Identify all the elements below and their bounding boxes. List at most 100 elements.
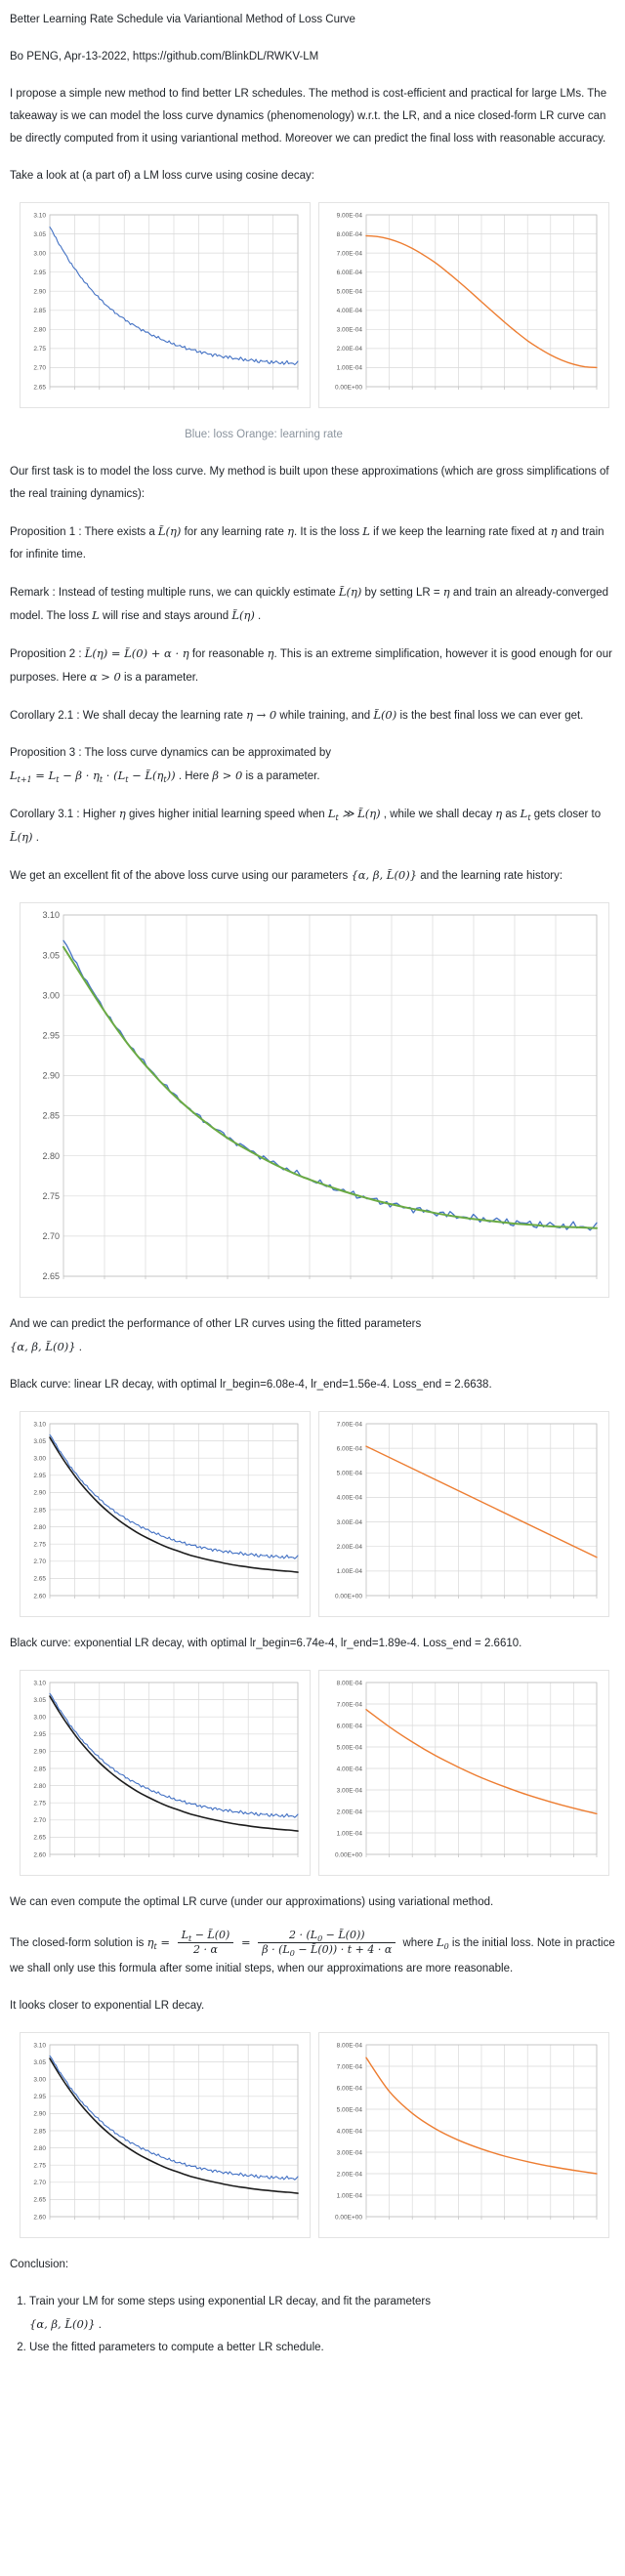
svg-text:5.00E-04: 5.00E-04 [337, 2106, 363, 2113]
svg-text:2.90: 2.90 [33, 2110, 46, 2117]
svg-text:4.00E-04: 4.00E-04 [337, 308, 363, 314]
svg-text:2.85: 2.85 [33, 308, 46, 314]
svg-text:3.00E-04: 3.00E-04 [337, 1519, 363, 1526]
svg-text:2.75: 2.75 [42, 1191, 60, 1201]
svg-text:0.00E+00: 0.00E+00 [335, 2214, 362, 2221]
svg-text:3.00E-04: 3.00E-04 [337, 2149, 363, 2156]
cosine-intro-paragraph: Take a look at (a part of) a LM loss cur… [10, 170, 314, 182]
svg-text:5.00E-04: 5.00E-04 [337, 289, 363, 296]
svg-text:2.65: 2.65 [33, 2196, 46, 2203]
svg-text:6.00E-04: 6.00E-04 [337, 270, 363, 276]
intro-paragraph: I propose a simple new method to find be… [10, 88, 607, 145]
svg-text:1.00E-04: 1.00E-04 [337, 1830, 363, 1837]
svg-text:3.05: 3.05 [33, 2058, 46, 2065]
first-task-paragraph: Our first task is to model the loss curv… [10, 466, 609, 500]
svg-text:2.95: 2.95 [33, 1731, 46, 1738]
svg-text:3.00: 3.00 [33, 1715, 46, 1722]
svg-text:3.05: 3.05 [42, 950, 60, 960]
svg-text:8.00E-04: 8.00E-04 [337, 231, 363, 238]
lr-chart-linear: 7.00E-04 6.00E-04 5.00E-04 4.00E-04 3.00E-04… [318, 1411, 609, 1617]
svg-text:3.00: 3.00 [33, 2076, 46, 2083]
corollary-2-1: Corollary 2.1 : We shall decay the learn… [10, 708, 584, 722]
svg-text:9.00E-04: 9.00E-04 [337, 212, 363, 219]
byline: Bo PENG, Apr-13-2022, https://github.com… [10, 51, 319, 62]
exp-decay-label: Black curve: exponential LR decay, with … [10, 1638, 522, 1649]
svg-text:0.00E+00: 0.00E+00 [335, 1851, 362, 1858]
svg-text:3.00: 3.00 [33, 1456, 46, 1463]
closed-form-paragraph: The closed-form solution is ηt = Lt − L̃… [10, 1929, 615, 1974]
predict-paragraph: And we can predict the performance of ot… [10, 1318, 422, 1353]
conclusion-list: Train your LM for some steps using expon… [10, 2291, 615, 2359]
svg-text:2.00E-04: 2.00E-04 [337, 346, 363, 353]
svg-text:4.00E-04: 4.00E-04 [337, 2128, 363, 2135]
conclusion-item-1: Train your LM for some steps using expon… [29, 2291, 615, 2337]
svg-text:2.95: 2.95 [33, 2094, 46, 2100]
svg-text:6.00E-04: 6.00E-04 [337, 2085, 363, 2092]
variational-paragraph: We can even compute the optimal LR curve… [10, 1896, 494, 1908]
svg-text:2.75: 2.75 [33, 1542, 46, 1549]
svg-text:6.00E-04: 6.00E-04 [337, 1445, 363, 1452]
svg-text:5.00E-04: 5.00E-04 [337, 1744, 363, 1751]
svg-text:4.00E-04: 4.00E-04 [337, 1766, 363, 1772]
page-title: Better Learning Rate Schedule via Varian… [10, 14, 355, 25]
svg-text:3.10: 3.10 [33, 2042, 46, 2049]
svg-text:4.00E-04: 4.00E-04 [337, 1495, 363, 1502]
svg-text:2.90: 2.90 [33, 289, 46, 296]
svg-text:2.00E-04: 2.00E-04 [337, 1544, 363, 1551]
proposition-1: Proposition 1 : There exists a L̃(η) for… [10, 524, 604, 561]
svg-text:2.80: 2.80 [33, 1783, 46, 1790]
svg-text:2.60: 2.60 [33, 1593, 46, 1600]
svg-text:2.80: 2.80 [33, 327, 46, 334]
lr-chart-cosine: 9.00E-04 8.00E-04 7.00E-04 6.00E-04 5.00E-04… [318, 202, 609, 408]
svg-text:3.00: 3.00 [42, 990, 60, 1000]
svg-text:2.85: 2.85 [33, 1507, 46, 1514]
svg-text:6.00E-04: 6.00E-04 [337, 1723, 363, 1729]
svg-text:0.00E+00: 0.00E+00 [335, 1593, 362, 1600]
linear-chart-row: 3.10 3.05 3.00 2.95 2.90 2.85 2.80 2.75 2.70 2.65… [20, 1411, 615, 1617]
proposition-2: Proposition 2 : L̃(η) = L̃(0) + α · η fo… [10, 646, 612, 684]
loss-chart-linear: 3.10 3.05 3.00 2.95 2.90 2.85 2.80 2.75 2.70 2.65… [20, 1411, 311, 1617]
linear-decay-label: Black curve: linear LR decay, with optim… [10, 1379, 492, 1391]
lr-chart-optimal: 8.00E-04 7.00E-04 6.00E-04 5.00E-04 4.00E-04… [318, 2031, 609, 2238]
loss-chart-optimal: 3.10 3.05 3.00 2.95 2.90 2.85 2.80 2.75 2.70 2.65… [20, 2031, 311, 2238]
svg-text:2.65: 2.65 [33, 1576, 46, 1583]
svg-text:8.00E-04: 8.00E-04 [337, 2042, 363, 2049]
svg-text:3.10: 3.10 [33, 212, 46, 219]
fit-intro-paragraph: We get an excellent fit of the above los… [10, 868, 563, 882]
svg-text:2.60: 2.60 [33, 2214, 46, 2221]
svg-text:7.00E-04: 7.00E-04 [337, 1421, 363, 1428]
remark-paragraph: Remark : Instead of testing multiple run… [10, 585, 609, 622]
svg-text:2.00E-04: 2.00E-04 [337, 1808, 363, 1815]
svg-text:3.10: 3.10 [42, 910, 60, 920]
svg-text:2.90: 2.90 [33, 1749, 46, 1756]
svg-text:1.00E-04: 1.00E-04 [337, 365, 363, 372]
chart-caption: Blue: loss Orange: learning rate [185, 429, 343, 440]
svg-text:7.00E-04: 7.00E-04 [337, 250, 363, 257]
proposition-3: Proposition 3 : The loss curve dynamics … [10, 747, 331, 784]
svg-text:2.80: 2.80 [33, 2144, 46, 2151]
loss-fit-chart: 3.10 3.05 3.00 2.95 2.90 2.85 2.80 2.75 2.70 2.65 [20, 902, 609, 1298]
svg-text:2.70: 2.70 [33, 1558, 46, 1565]
exp-chart-row: 3.10 3.05 3.00 2.95 2.90 2.85 2.80 2.75 2.70 2.65… [20, 1670, 615, 1876]
svg-text:5.00E-04: 5.00E-04 [337, 1471, 363, 1477]
svg-text:2.95: 2.95 [33, 270, 46, 276]
loss-chart-exponential: 3.10 3.05 3.00 2.95 2.90 2.85 2.80 2.75 2.70 2.65… [20, 1670, 311, 1876]
svg-text:2.70: 2.70 [33, 1817, 46, 1824]
optimal-chart-row: 3.10 3.05 3.00 2.95 2.90 2.85 2.80 2.75 2.70 2.65… [20, 2031, 615, 2238]
svg-text:2.85: 2.85 [33, 2128, 46, 2135]
svg-text:8.00E-04: 8.00E-04 [337, 1680, 363, 1686]
svg-text:3.10: 3.10 [33, 1421, 46, 1428]
svg-text:2.80: 2.80 [33, 1524, 46, 1531]
svg-text:1.00E-04: 1.00E-04 [337, 1568, 363, 1575]
lr-chart-exponential: 8.00E-04 7.00E-04 6.00E-04 5.00E-04 4.00E-04… [318, 1670, 609, 1876]
svg-text:2.85: 2.85 [33, 1766, 46, 1772]
svg-text:2.80: 2.80 [42, 1151, 60, 1161]
svg-text:1.00E-04: 1.00E-04 [337, 2192, 363, 2199]
svg-text:2.70: 2.70 [33, 365, 46, 372]
conclusion-item-2: Use the fitted parameters to compute a b… [29, 2337, 615, 2359]
svg-text:2.70: 2.70 [33, 2180, 46, 2186]
svg-text:3.05: 3.05 [33, 1697, 46, 1704]
svg-text:2.65: 2.65 [33, 1835, 46, 1842]
svg-text:3.05: 3.05 [33, 231, 46, 238]
svg-text:2.65: 2.65 [42, 1271, 60, 1281]
